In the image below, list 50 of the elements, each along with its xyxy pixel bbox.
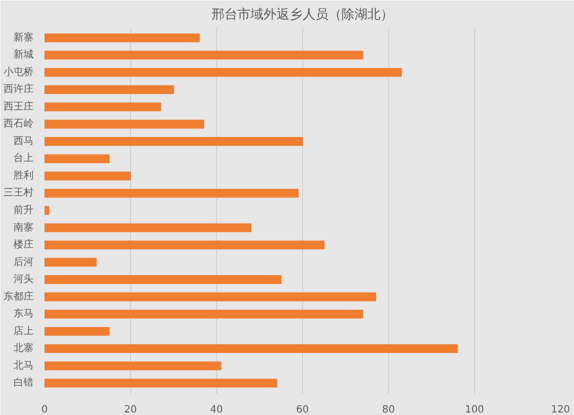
bar bbox=[44, 33, 200, 42]
y-tick-label: 西许庄 bbox=[4, 83, 34, 96]
x-tick-label: 60 bbox=[296, 404, 309, 415]
bar bbox=[44, 344, 458, 353]
y-tick-label: 西石岭 bbox=[4, 118, 34, 130]
x-tick-label: 80 bbox=[382, 404, 395, 415]
bar bbox=[44, 137, 303, 146]
bar bbox=[44, 378, 278, 388]
bar bbox=[44, 172, 131, 180]
y-tick-label: 新城 bbox=[14, 48, 34, 61]
x-tick-label: 20 bbox=[124, 404, 137, 415]
bar bbox=[44, 310, 364, 318]
bar bbox=[44, 120, 204, 129]
bar bbox=[44, 292, 376, 302]
bar bbox=[44, 188, 299, 198]
x-tick-label: 120 bbox=[550, 404, 570, 415]
y-tick-label: 东马 bbox=[14, 308, 34, 320]
y-tick-label: 胜利 bbox=[14, 169, 34, 182]
x-tick-label: 40 bbox=[210, 404, 223, 415]
y-tick-label: 北马 bbox=[14, 359, 34, 372]
y-tick-label: 后河 bbox=[14, 256, 34, 268]
y-tick-label: 东都庄 bbox=[4, 290, 34, 302]
x-tick-label: 0 bbox=[41, 404, 48, 415]
bar bbox=[44, 361, 222, 370]
bar bbox=[44, 258, 97, 267]
bar bbox=[44, 240, 324, 250]
bar bbox=[44, 85, 174, 94]
y-tick-label: 新寨 bbox=[14, 31, 34, 44]
y-tick-label: 北寨 bbox=[14, 342, 34, 354]
y-tick-label: 河头 bbox=[14, 273, 34, 286]
y-tick-label: 三王村 bbox=[4, 186, 34, 199]
y-tick-label: 南寨 bbox=[14, 221, 34, 234]
y-tick-label: 楼庄 bbox=[14, 238, 34, 251]
y-tick-label: 西王庄 bbox=[4, 100, 34, 112]
y-tick-label: 白错 bbox=[14, 376, 34, 389]
y-tick-label: 小屯桥 bbox=[4, 66, 34, 78]
x-tick-label: 100 bbox=[464, 404, 484, 415]
bar bbox=[44, 275, 282, 284]
y-tick-label: 西马 bbox=[14, 136, 34, 147]
bar bbox=[44, 50, 364, 60]
bar bbox=[44, 223, 252, 232]
y-tick-label: 前升 bbox=[14, 204, 34, 216]
y-tick-label: 店上 bbox=[14, 324, 34, 337]
bar bbox=[44, 68, 402, 77]
bar bbox=[44, 102, 162, 112]
bar bbox=[44, 154, 110, 164]
chart-title: 邢台市域外返乡人员（除湖北） bbox=[212, 8, 394, 22]
y-tick-label: 台上 bbox=[14, 152, 34, 164]
bar bbox=[44, 206, 50, 215]
bar bbox=[44, 326, 110, 336]
